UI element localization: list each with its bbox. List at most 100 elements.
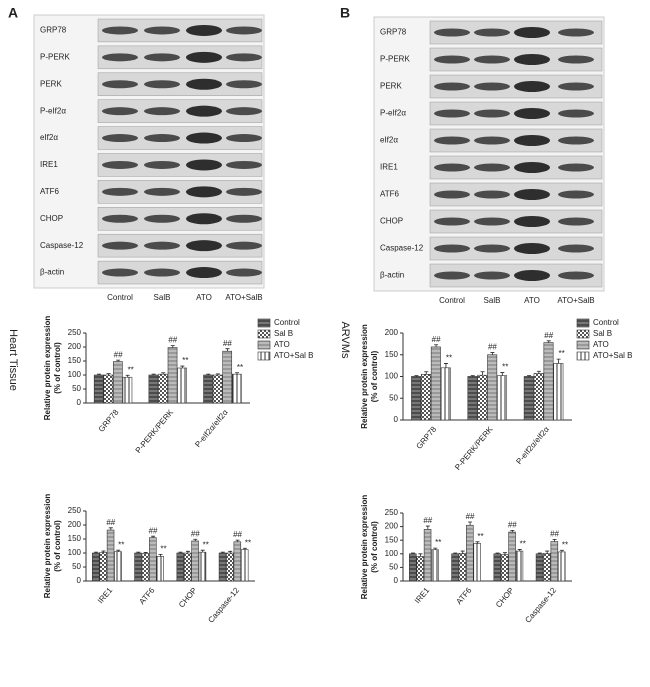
blot-band [102, 134, 138, 143]
y-tick-label: 50 [389, 393, 398, 402]
significance-label: ** [520, 540, 526, 549]
y-tick-label: 250 [68, 328, 82, 337]
blot-band [102, 214, 138, 223]
blot-band [226, 134, 262, 143]
blot-band [558, 244, 594, 253]
lane-label: SalB [154, 293, 171, 302]
error-bar [411, 552, 416, 554]
blot-band [226, 80, 262, 89]
blot-band [226, 187, 262, 196]
y-tick-label: 250 [385, 508, 399, 517]
bar [122, 376, 133, 404]
blot-row-label: ATF6 [40, 187, 60, 196]
bar [423, 529, 432, 582]
significance-label: ## [432, 335, 441, 344]
legend-swatch [576, 318, 590, 328]
y-tick-label: 200 [385, 328, 399, 337]
error-bar [425, 525, 430, 530]
bar [477, 374, 488, 421]
error-bar [453, 552, 458, 554]
bar [533, 373, 544, 421]
blot-band [474, 28, 510, 37]
y-tick-label: 100 [385, 549, 399, 558]
significance-label: ** [435, 538, 441, 547]
error-bar [490, 352, 495, 355]
x-tick-label: ATF6 [137, 585, 156, 606]
y-axis-label: (% of control) [370, 350, 379, 402]
blot-band [558, 28, 594, 37]
bar [416, 556, 424, 582]
blot-band [558, 190, 594, 199]
legend-label: ATO [593, 340, 609, 349]
bar [411, 376, 422, 421]
significance-label: ## [488, 343, 497, 352]
y-tick-label: 100 [385, 372, 399, 381]
significance-label: ** [118, 540, 124, 549]
bar [421, 374, 431, 421]
bar [233, 541, 242, 582]
lane-label: Control [439, 296, 465, 305]
blot-band [144, 268, 180, 277]
blot-band [514, 162, 550, 173]
panel-letter: B [340, 5, 350, 21]
bar [535, 553, 544, 582]
y-tick-label: 200 [385, 522, 399, 531]
error-bar [220, 551, 225, 553]
blot-row-label: P-PERK [40, 52, 70, 61]
blot-band [186, 78, 222, 90]
blot-band [474, 109, 510, 118]
blot-band [186, 159, 222, 171]
y-axis-label: (% of control) [53, 342, 62, 394]
bar [500, 554, 509, 582]
error-bar [158, 554, 163, 557]
error-bar [536, 370, 541, 374]
y-tick-label: 100 [68, 548, 82, 557]
error-bar [143, 552, 148, 554]
legend-label: Sal B [274, 329, 293, 338]
error-bar [537, 552, 542, 554]
error-bar [225, 348, 230, 352]
blot-band [226, 160, 262, 169]
blot-band [186, 186, 222, 198]
y-axis-label: Relative protein expression [43, 494, 52, 599]
bar [177, 367, 187, 404]
bar [557, 551, 566, 582]
legend-label: Control [593, 318, 619, 327]
legend-label: Control [274, 318, 300, 327]
y-axis-label: Relative protein expression [43, 316, 52, 421]
error-bar [235, 372, 240, 375]
blot-band [558, 136, 594, 145]
error-bar [414, 375, 419, 377]
significance-label: ## [233, 530, 242, 539]
error-bar [559, 549, 564, 552]
legend-label: ATO+Sal B [593, 351, 633, 360]
blot-band [226, 214, 262, 223]
significance-label: ## [149, 526, 158, 535]
bar [473, 543, 481, 582]
error-bar [502, 552, 507, 555]
blot-row-label: eIf2α [40, 133, 58, 142]
blot-band [558, 271, 594, 280]
error-bar [480, 371, 485, 376]
blot-row-label: PERK [40, 79, 62, 88]
error-bar [443, 363, 448, 368]
blot-band [474, 82, 510, 91]
error-bar [185, 550, 190, 553]
blot-band [186, 24, 222, 36]
blot-row-label: P-PERK [380, 55, 410, 64]
bar [134, 552, 142, 582]
significance-label: ## [191, 529, 200, 538]
significance-label: ** [245, 538, 251, 547]
x-tick-label: ATF6 [454, 585, 473, 606]
bar [431, 549, 439, 582]
bar [553, 363, 564, 421]
bar [141, 553, 150, 582]
bar [487, 354, 498, 421]
blot-band [514, 216, 550, 227]
error-bar [556, 358, 561, 364]
x-tick-label: P-eIf2α/eIf2α [193, 408, 230, 449]
error-bar [170, 345, 175, 348]
bar [493, 553, 502, 582]
error-bar [527, 375, 532, 377]
error-bar [101, 550, 106, 553]
